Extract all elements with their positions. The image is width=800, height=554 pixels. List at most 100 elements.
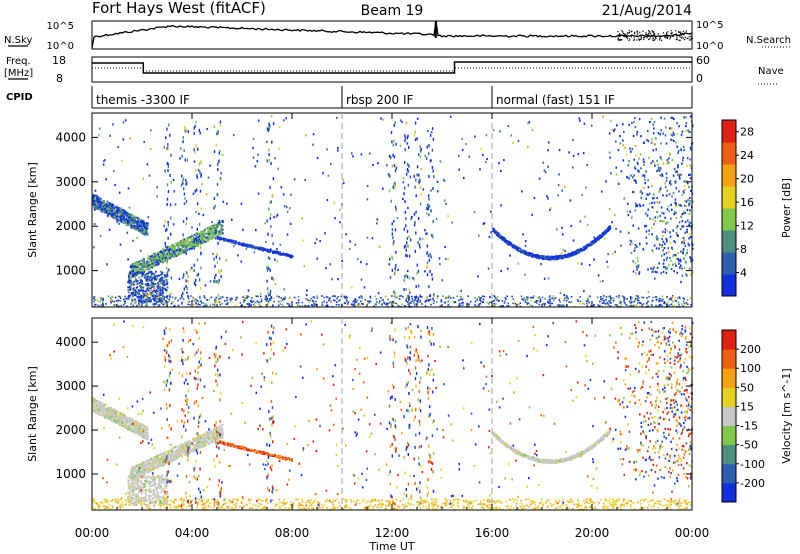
range-gate-cell <box>130 284 133 287</box>
beam-label: Beam 19 <box>361 3 424 19</box>
range-gate-cell <box>218 230 221 233</box>
range-gate-cell <box>190 236 192 238</box>
range-gate-cell <box>293 296 296 299</box>
range-gate-cell <box>209 227 212 230</box>
range-gate-cell <box>669 180 672 183</box>
range-gate-cell <box>96 200 99 203</box>
range-gate-cell <box>426 207 428 211</box>
range-gate-cell <box>250 305 252 307</box>
range-gate-cell <box>163 276 166 279</box>
range-gate-cell <box>558 299 560 301</box>
range-gate-cell <box>673 240 675 243</box>
range-gate-cell <box>670 203 672 206</box>
range-gate-cell <box>199 131 201 135</box>
range-gate-cell <box>497 234 500 236</box>
range-gate-cell <box>689 164 691 167</box>
range-gate-cell <box>493 299 495 302</box>
range-gate-cell <box>641 296 643 299</box>
nsearch-point <box>640 35 642 37</box>
range-gate-cell <box>112 213 114 216</box>
range-gate-cell <box>343 295 345 298</box>
range-gate-cell <box>168 258 171 260</box>
range-gate-cell <box>623 301 626 304</box>
range-gate-cell <box>414 221 416 224</box>
range-gate-cell <box>295 302 298 304</box>
range-gate-cell <box>666 240 668 243</box>
range-gate-cell <box>640 167 642 170</box>
range-gate-cell <box>538 257 540 260</box>
range-gate-cell <box>520 295 523 298</box>
range-gate-cell <box>196 236 198 239</box>
range-gate-cell <box>140 299 142 302</box>
range-gate-cell <box>217 130 219 134</box>
range-gate-cell <box>140 288 143 290</box>
range-gate-cell <box>666 162 669 165</box>
range-gate-cell <box>405 300 408 302</box>
range-gate-cell <box>210 296 213 299</box>
range-gate-cell <box>159 292 162 294</box>
range-gate-cell <box>173 253 176 256</box>
nsearch-point <box>680 34 682 36</box>
range-gate-cell <box>169 251 171 255</box>
range-gate-cell <box>166 272 168 276</box>
range-gate-cell <box>153 296 156 299</box>
range-gate-cell <box>201 237 203 240</box>
range-gate-cell <box>395 166 398 170</box>
range-gate-cell <box>128 282 131 285</box>
range-gate-cell <box>184 251 187 253</box>
range-gate-cell <box>119 300 121 302</box>
range-gate-cell <box>669 152 671 155</box>
range-gate-cell <box>165 248 167 251</box>
range-gate-cell <box>152 265 155 268</box>
range-gate-cell <box>678 296 681 298</box>
range-gate-cell <box>404 305 407 307</box>
range-gate-cell <box>132 287 135 290</box>
range-gate-cell <box>647 186 650 189</box>
nsearch-point <box>642 30 644 32</box>
range-gate-cell <box>402 296 404 298</box>
range-gate-cell <box>174 249 176 252</box>
range-gate-cell <box>238 242 240 245</box>
range-gate-cell <box>133 221 136 224</box>
range-gate-cell <box>196 241 198 243</box>
range-gate-cell <box>625 304 628 306</box>
range-gate-cell <box>92 204 94 206</box>
nsearch-point <box>646 34 648 36</box>
range-gate-cell <box>433 175 435 179</box>
range-gate-cell <box>137 226 139 229</box>
range-gate-cell <box>657 298 660 300</box>
range-gate-cell <box>150 273 153 276</box>
range-gate-cell <box>158 294 161 297</box>
range-gate-cell <box>308 301 310 303</box>
range-gate-cell <box>603 299 606 302</box>
range-gate-cell <box>135 262 138 265</box>
range-gate-cell <box>406 229 409 233</box>
range-gate-cell <box>647 129 649 133</box>
range-gate-cell <box>539 298 542 301</box>
range-gate-cell <box>628 305 631 307</box>
range-gate-cell <box>125 223 128 226</box>
range-gate-cell <box>174 247 176 250</box>
range-gate-cell <box>100 199 103 202</box>
range-gate-cell <box>138 271 141 273</box>
range-gate-cell <box>392 153 394 157</box>
range-gate-cell <box>136 296 139 298</box>
range-gate-cell <box>138 276 141 279</box>
range-gate-cell <box>240 242 243 245</box>
range-gate-cell <box>657 305 660 308</box>
range-gate-cell <box>128 218 131 221</box>
range-gate-cell <box>633 179 636 182</box>
range-gate-cell <box>111 300 113 302</box>
range-gate-cell <box>141 295 143 297</box>
range-gate-cell <box>260 298 263 301</box>
range-gate-cell <box>659 243 661 246</box>
range-gate-cell <box>181 242 183 246</box>
range-gate-cell <box>369 300 372 303</box>
range-gate-cell <box>148 263 150 265</box>
range-gate-cell <box>624 146 626 149</box>
range-gate-cell <box>419 237 421 241</box>
range-gate-cell <box>404 210 406 214</box>
range-gate-cell <box>665 303 668 306</box>
range-gate-cell <box>289 296 291 299</box>
nsearch-point <box>640 37 642 39</box>
